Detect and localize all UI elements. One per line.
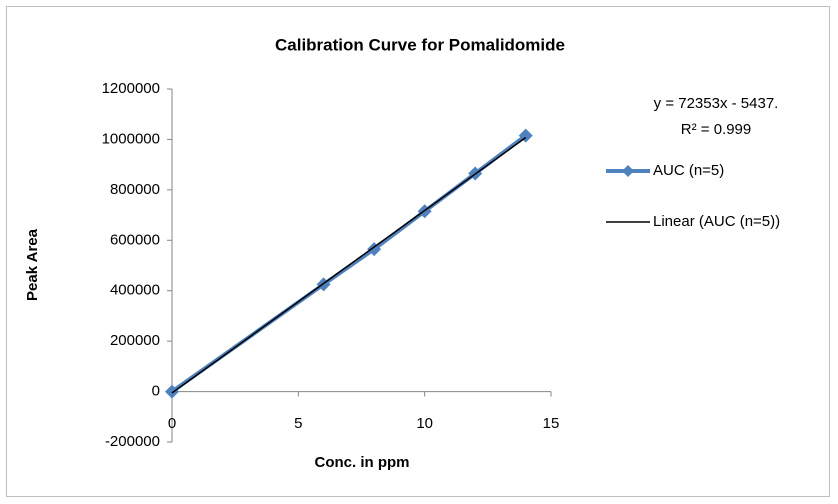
legend-marker (622, 165, 634, 177)
trend-line (171, 136, 527, 394)
annotation: R² = 0.999 (681, 121, 751, 138)
annotation: y = 72353x - 5437. (654, 95, 779, 112)
x-tick-label: 0 (168, 415, 176, 432)
x-tick-label: 5 (294, 415, 302, 432)
x-axis-title: Conc. in ppm (315, 454, 410, 471)
y-tick-label: 400000 (110, 282, 160, 299)
chart-title: Calibration Curve for Pomalidomide (275, 35, 565, 54)
legend-label: Linear (AUC (n=5)) (653, 213, 780, 230)
data-point (367, 242, 382, 257)
x-tick-label: 10 (416, 415, 433, 432)
y-tick-label: 0 (152, 383, 160, 400)
x-tick-label: 15 (543, 415, 560, 432)
y-tick-label: -200000 (105, 433, 160, 450)
chart-border (6, 6, 830, 497)
y-tick-label: 1000000 (102, 130, 160, 147)
y-tick-label: 200000 (110, 332, 160, 349)
y-tick-label: 1200000 (102, 80, 160, 97)
legend-label: AUC (n=5) (653, 162, 724, 179)
y-tick-label: 600000 (110, 231, 160, 248)
y-tick-label: 800000 (110, 181, 160, 198)
data-point (165, 384, 179, 399)
y-axis-title: Peak Area (24, 228, 41, 301)
